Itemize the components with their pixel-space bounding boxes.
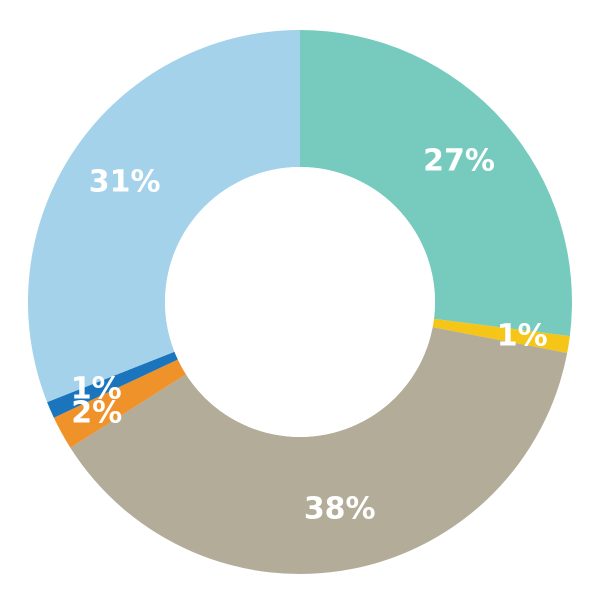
donut-hole [165,167,435,437]
slice-label-5: 1% [71,372,122,407]
donut-slice-2 [432,318,570,353]
donut-slice-4 [53,359,187,448]
donut-slice-5 [47,351,178,418]
donut-slice-1 [300,30,573,337]
slice-labels: 27%1%38%2%1%31% [71,143,548,526]
slice-label-3: 38% [304,492,376,527]
donut-slice-3 [70,327,568,574]
slice-label-4: 2% [71,395,122,430]
donut-slice-6 [27,30,300,403]
slice-label-6: 31% [89,164,161,199]
slice-label-2: 1% [497,319,548,354]
donut-slices [27,30,573,574]
slice-label-1: 27% [423,143,495,178]
